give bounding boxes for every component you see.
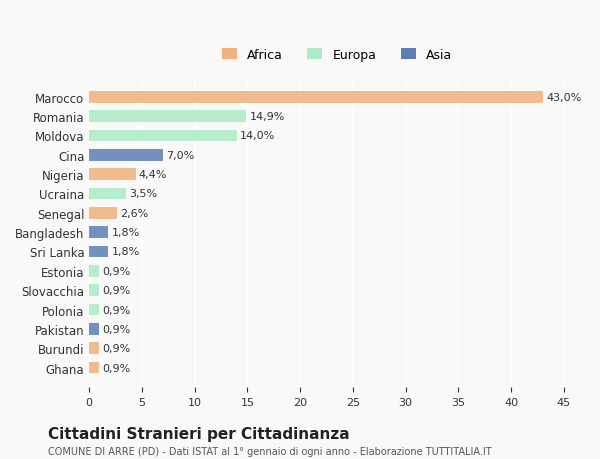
Bar	[89, 111, 247, 123]
Text: 43,0%: 43,0%	[546, 93, 581, 102]
Text: 4,4%: 4,4%	[139, 170, 167, 180]
Text: Cittadini Stranieri per Cittadinanza: Cittadini Stranieri per Cittadinanza	[48, 426, 350, 442]
Text: 14,0%: 14,0%	[240, 131, 275, 141]
Bar	[89, 130, 237, 142]
Text: 0,9%: 0,9%	[102, 343, 130, 353]
Bar	[89, 285, 99, 297]
Text: 0,9%: 0,9%	[102, 324, 130, 334]
Bar	[89, 150, 163, 161]
Text: 0,9%: 0,9%	[102, 266, 130, 276]
Text: 0,9%: 0,9%	[102, 305, 130, 315]
Bar	[89, 92, 543, 103]
Text: 7,0%: 7,0%	[166, 151, 194, 160]
Bar	[89, 246, 108, 257]
Text: 0,9%: 0,9%	[102, 285, 130, 296]
Legend: Africa, Europa, Asia: Africa, Europa, Asia	[217, 44, 458, 67]
Bar	[89, 323, 99, 335]
Bar	[89, 188, 126, 200]
Bar	[89, 304, 99, 316]
Bar	[89, 169, 136, 180]
Bar	[89, 362, 99, 374]
Bar	[89, 207, 116, 219]
Text: 0,9%: 0,9%	[102, 363, 130, 373]
Text: 1,8%: 1,8%	[112, 228, 140, 238]
Text: 14,9%: 14,9%	[250, 112, 285, 122]
Text: 2,6%: 2,6%	[120, 208, 148, 218]
Bar	[89, 265, 99, 277]
Text: 1,8%: 1,8%	[112, 247, 140, 257]
Bar	[89, 343, 99, 354]
Text: 3,5%: 3,5%	[130, 189, 157, 199]
Text: COMUNE DI ARRE (PD) - Dati ISTAT al 1° gennaio di ogni anno - Elaborazione TUTTI: COMUNE DI ARRE (PD) - Dati ISTAT al 1° g…	[48, 447, 491, 456]
Bar	[89, 227, 108, 238]
